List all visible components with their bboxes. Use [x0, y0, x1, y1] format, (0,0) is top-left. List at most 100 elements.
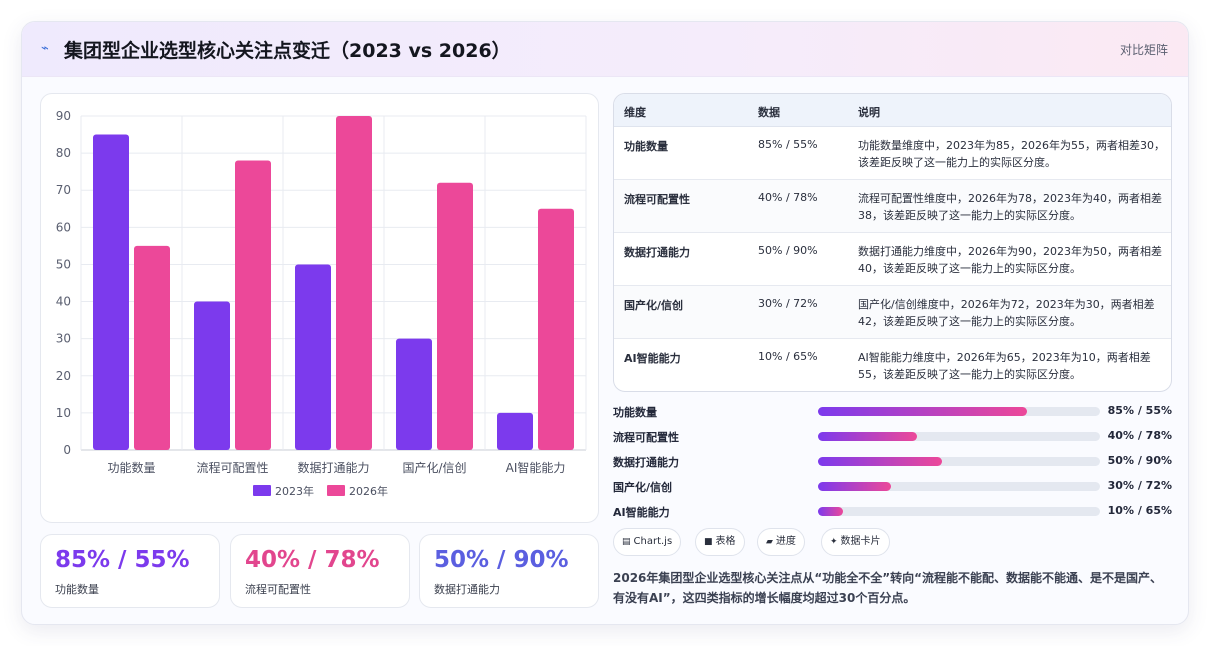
progress-label: 功能数量 — [613, 406, 657, 419]
progress-label: 数据打通能力 — [613, 456, 679, 469]
trend-line-icon: ⌁ — [41, 41, 49, 56]
progress-value: 85% / 55% — [1107, 404, 1172, 417]
bar-0-0 — [93, 134, 129, 451]
y-tick-label: 0 — [63, 443, 71, 457]
kpi-label: 流程可配置性 — [245, 583, 311, 596]
progress-track — [818, 482, 1100, 491]
progress-value: 10% / 65% — [1107, 504, 1172, 517]
y-tick-label: 60 — [56, 220, 71, 234]
kpi-value: 85% / 55% — [55, 547, 190, 573]
row-dim: 数据打通能力 — [624, 246, 690, 259]
bar-chart: 0 10 20 30 40 50 60 70 80 90 功能数量 流程可配置性 数据打通能力 国产化/信… — [56, 109, 587, 498]
chip-label: Chart.js — [633, 536, 673, 547]
progress-value: 40% / 78% — [1107, 429, 1172, 442]
column-header-value[interactable]: 数据 — [758, 106, 780, 119]
bar-0-3 — [396, 338, 432, 450]
row-dim: AI智能能力 — [624, 352, 681, 365]
kpi-label: 功能数量 — [55, 583, 99, 596]
progress-row: 功能数量 85% / 55% — [613, 402, 1172, 420]
chip-progress[interactable]: ▰ 进度 — [757, 528, 805, 556]
progress-track — [818, 507, 1100, 516]
progress-value: 30% / 72% — [1107, 479, 1172, 492]
bar-0-1 — [194, 301, 230, 450]
chart-icon: ▤ — [622, 537, 631, 547]
legend-label-1: 2026年 — [349, 484, 388, 498]
row-desc: 国产化/信创维度中，2026年为72，2023年为30，两者相差42，该差距反映… — [858, 298, 1155, 328]
progress-row: 流程可配置性 40% / 78% — [613, 427, 1172, 445]
table-row[interactable]: 数据打通能力 50% / 90% 数据打通能力维度中，2026年为90，2023… — [614, 233, 1171, 286]
x-tick-label: 数据打通能力 — [297, 460, 369, 475]
chip-label: 数据卡片 — [840, 536, 881, 547]
view-mode-label[interactable]: 对比矩阵 — [1119, 43, 1168, 57]
progress-label: AI智能能力 — [613, 506, 670, 519]
y-tick-label: 80 — [56, 146, 71, 160]
chip-label: 进度 — [775, 536, 796, 547]
progress-fill — [818, 407, 1027, 416]
card-icon: ✦ — [830, 537, 838, 547]
y-tick-label: 50 — [56, 257, 71, 271]
legend-swatch-0 — [253, 485, 271, 496]
progress-row: 国产化/信创 30% / 72% — [613, 477, 1172, 495]
progress-label: 国产化/信创 — [613, 481, 673, 494]
kpi-label: 数据打通能力 — [434, 583, 500, 596]
row-desc: 流程可配置性维度中，2026年为78，2023年为40，两者相差38，该差距反映… — [858, 192, 1162, 222]
table-icon: ■ — [704, 537, 713, 547]
row-value: 40% / 78% — [758, 191, 818, 204]
data-table: 维度 数据 说明 功能数量 85% / 55% 功能数量维度中，2023年为85… — [613, 93, 1172, 392]
page-title: 集团型企业选型核心关注点变迁（2023 vs 2026） — [64, 40, 511, 62]
row-dim: 国产化/信创 — [624, 299, 684, 312]
header-bar: ⌁ 集团型企业选型核心关注点变迁（2023 vs 2026） 对比矩阵 — [22, 22, 1188, 77]
chip-label: 表格 — [715, 536, 736, 547]
kpi-card-2: 50% / 90% 数据打通能力 — [419, 534, 599, 608]
kpi-value: 50% / 90% — [434, 547, 569, 573]
bar-1-2 — [336, 116, 372, 450]
table-row[interactable]: 国产化/信创 30% / 72% 国产化/信创维度中，2026年为72，2023… — [614, 286, 1171, 339]
dashboard-card: ⌁ 集团型企业选型核心关注点变迁（2023 vs 2026） 对比矩阵 0 10 2… — [21, 21, 1189, 625]
progress-fill — [818, 457, 943, 466]
chip-data-card[interactable]: ✦ 数据卡片 — [821, 528, 890, 556]
legend-label-0: 2023年 — [275, 484, 314, 498]
chip-table[interactable]: ■ 表格 — [695, 528, 745, 556]
bar-0-2 — [295, 264, 331, 450]
x-tick-label: 国产化/信创 — [402, 461, 466, 475]
progress-row: AI智能能力 10% / 65% — [613, 502, 1172, 520]
kpi-value: 40% / 78% — [245, 547, 380, 573]
y-tick-label: 20 — [56, 369, 71, 383]
bar-1-3 — [437, 182, 473, 451]
progress-track — [818, 457, 1100, 466]
progress-icon: ▰ — [766, 537, 773, 547]
row-desc: 功能数量维度中，2023年为85，2026年为55，两者相差30，该差距反映了这… — [858, 139, 1165, 169]
bar-chart-panel: 0 10 20 30 40 50 60 70 80 90 功能数量 流程可配置性 数据打通能力 国产化/信… — [40, 93, 599, 523]
bar-1-1 — [235, 160, 271, 450]
progress-track — [818, 432, 1100, 441]
legend-swatch-1 — [327, 485, 345, 496]
column-header-dim[interactable]: 维度 — [624, 106, 646, 119]
summary-text: 2026年集团型企业选型核心关注点从“功能全不全”转向“流程能不能配、数据能不能… — [613, 571, 1163, 605]
row-value: 30% / 72% — [758, 297, 818, 310]
x-tick-label: AI智能能力 — [506, 460, 566, 475]
y-tick-label: 10 — [56, 406, 71, 420]
y-tick-label: 40 — [56, 295, 71, 309]
x-tick-label: 流程可配置性 — [196, 460, 268, 475]
bar-1-4 — [538, 208, 574, 450]
progress-track — [818, 407, 1100, 416]
row-value: 10% / 65% — [758, 350, 818, 363]
row-dim: 流程可配置性 — [624, 193, 690, 206]
column-header-desc[interactable]: 说明 — [858, 106, 880, 119]
table-row[interactable]: AI智能能力 10% / 65% AI智能能力维度中，2026年为65，2023… — [614, 339, 1171, 391]
table-row[interactable]: 功能数量 85% / 55% 功能数量维度中，2023年为85，2026年为55… — [614, 127, 1171, 180]
row-value: 85% / 55% — [758, 138, 818, 151]
y-tick-label: 70 — [56, 183, 71, 197]
x-tick-label: 功能数量 — [107, 460, 155, 475]
kpi-card-1: 40% / 78% 流程可配置性 — [230, 534, 410, 608]
table-header: 维度 数据 说明 — [614, 94, 1171, 127]
bar-1-0 — [134, 245, 170, 450]
progress-row: 数据打通能力 50% / 90% — [613, 452, 1172, 470]
table-row[interactable]: 流程可配置性 40% / 78% 流程可配置性维度中，2026年为78，2023… — [614, 180, 1171, 233]
row-desc: AI智能能力维度中，2026年为65，2023年为10，两者相差55，该差距反映… — [858, 351, 1151, 381]
progress-value: 50% / 90% — [1107, 454, 1172, 467]
chip-chartjs[interactable]: ▤ Chart.js — [613, 528, 682, 556]
y-tick-label: 90 — [56, 109, 71, 123]
kpi-card-0: 85% / 55% 功能数量 — [40, 534, 220, 608]
progress-fill — [818, 482, 892, 491]
